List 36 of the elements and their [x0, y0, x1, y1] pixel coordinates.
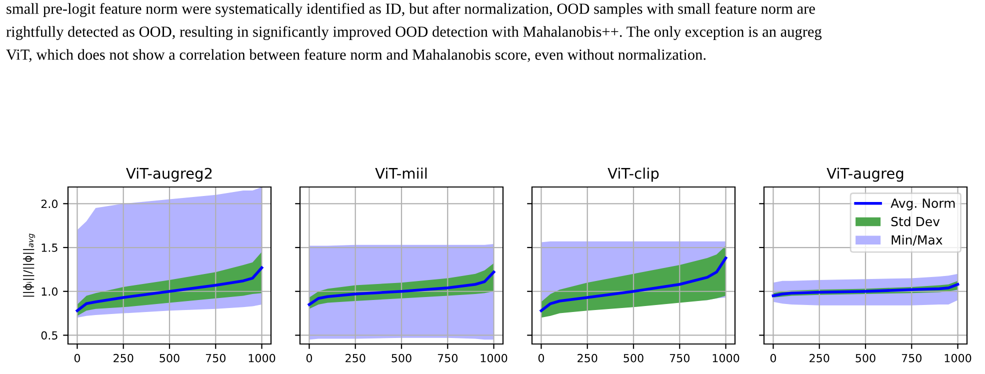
x-tick-label: 0	[306, 354, 312, 362]
chart-title: ViT-augreg2	[126, 168, 212, 182]
x-tick-label: 750	[902, 354, 922, 362]
x-tick-label: 1000	[944, 354, 972, 362]
legend-label: Min/Max	[892, 234, 942, 246]
x-tick-label: 500	[624, 354, 644, 362]
y-tick-label: 1.5	[42, 244, 58, 252]
chart-title: ViT-augreg	[826, 168, 904, 182]
legend-label: Std Dev	[891, 216, 940, 226]
x-tick-label: 250	[114, 354, 134, 362]
x-tick-label: 750	[438, 354, 458, 362]
text: small pre-logit feature norm were systematically identified as ID, but after normalization, OOD samples with small feature norm are	[6, 2, 815, 18]
x-tick-label: 0	[74, 354, 80, 362]
x-tick-label: 1000	[480, 354, 508, 362]
x-tick-label: 750	[206, 354, 226, 362]
x-tick-label: 250	[578, 354, 598, 362]
legend-label: Avg. Norm	[890, 198, 955, 210]
y-tick-label: 1.0	[42, 287, 58, 296]
x-tick-label: 0	[770, 354, 776, 362]
x-tick-label: 250	[810, 354, 830, 362]
x-tick-label: 500	[160, 354, 180, 362]
chart-title: ViT-clip	[608, 168, 659, 182]
x-tick-label: 0	[538, 354, 544, 362]
text: rightfully detected as OOD, resulting in significantly improved OOD detection with Mahalanobis++. The only exception is an augreg	[6, 26, 822, 40]
y-tick-label: 2.0	[41, 200, 58, 208]
text: ViT, which does not show a correlation between feature norm and Mahalanobis score, even without normalization.	[6, 48, 706, 62]
x-tick-label: 750	[670, 354, 690, 362]
x-tick-label: 1000	[712, 354, 740, 362]
chart-title: ViT-miil	[375, 168, 427, 179]
x-tick-label: 1000	[248, 354, 276, 362]
x-tick-label: 500	[392, 354, 412, 362]
y-tick-label: 0.5	[41, 331, 58, 340]
x-tick-label: 500	[856, 354, 876, 362]
line-series	[76, 266, 264, 312]
x-tick-label: 250	[346, 354, 366, 362]
y-axis-title: ||ϕᵢ||/||ϕ||$_{avg}$	[23, 234, 35, 297]
